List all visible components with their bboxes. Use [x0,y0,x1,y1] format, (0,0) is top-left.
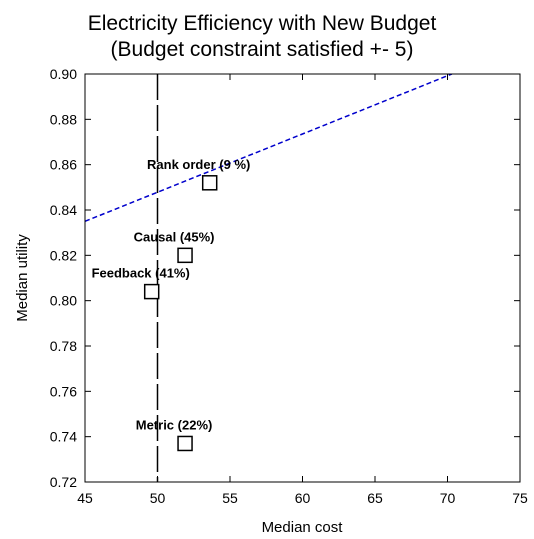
y-tick-label: 0.72 [50,474,77,490]
data-points: Rank order (9 %) Causal (45%) Feedback (41… [92,157,250,452]
x-tick-label: 55 [222,490,238,506]
y-tick-label: 0.90 [50,66,77,82]
data-point-label: Rank order (9 %) [147,157,250,172]
y-tick-label: 0.78 [50,338,77,354]
data-point-marker [177,247,193,264]
x-axis-label: Median cost [262,519,344,536]
y-tick-label: 0.88 [50,111,77,127]
x-tick-label: 45 [77,490,93,506]
y-tick-label: 0.74 [50,429,77,445]
axis-ticks: 45 50 55 60 65 70 75 0.72 0.74 0.76 0.78 0.80 0.82 0.… [50,66,528,506]
data-point-marker [177,435,193,452]
data-point-marker [143,283,160,300]
data-point-label: Metric (22%) [136,417,213,432]
data-point-label: Feedback (41%) [92,266,190,281]
plot-frame [84,73,521,483]
data-point-marker [201,175,218,191]
y-axis-label: Median utility [14,234,31,322]
plot-lines [85,74,453,482]
y-tick-label: 0.80 [50,293,77,309]
y-tick-label: 0.76 [50,383,77,399]
data-point-label: Causal (45%) [134,229,215,244]
y-tick-label: 0.84 [50,202,77,218]
y-tick-label: 0.82 [50,247,77,263]
x-tick-label: 50 [150,490,166,506]
x-tick-label: 60 [295,490,311,506]
chart-title: Electricity Efficiency with New Budget [88,12,437,35]
x-tick-label: 70 [440,490,456,506]
frontier-line [85,74,453,223]
chart-subtitle: (Budget constraint satisfied +- 5) [111,38,414,61]
y-tick-label: 0.86 [50,157,77,173]
x-tick-label: 75 [512,490,528,506]
x-tick-label: 65 [367,490,383,506]
